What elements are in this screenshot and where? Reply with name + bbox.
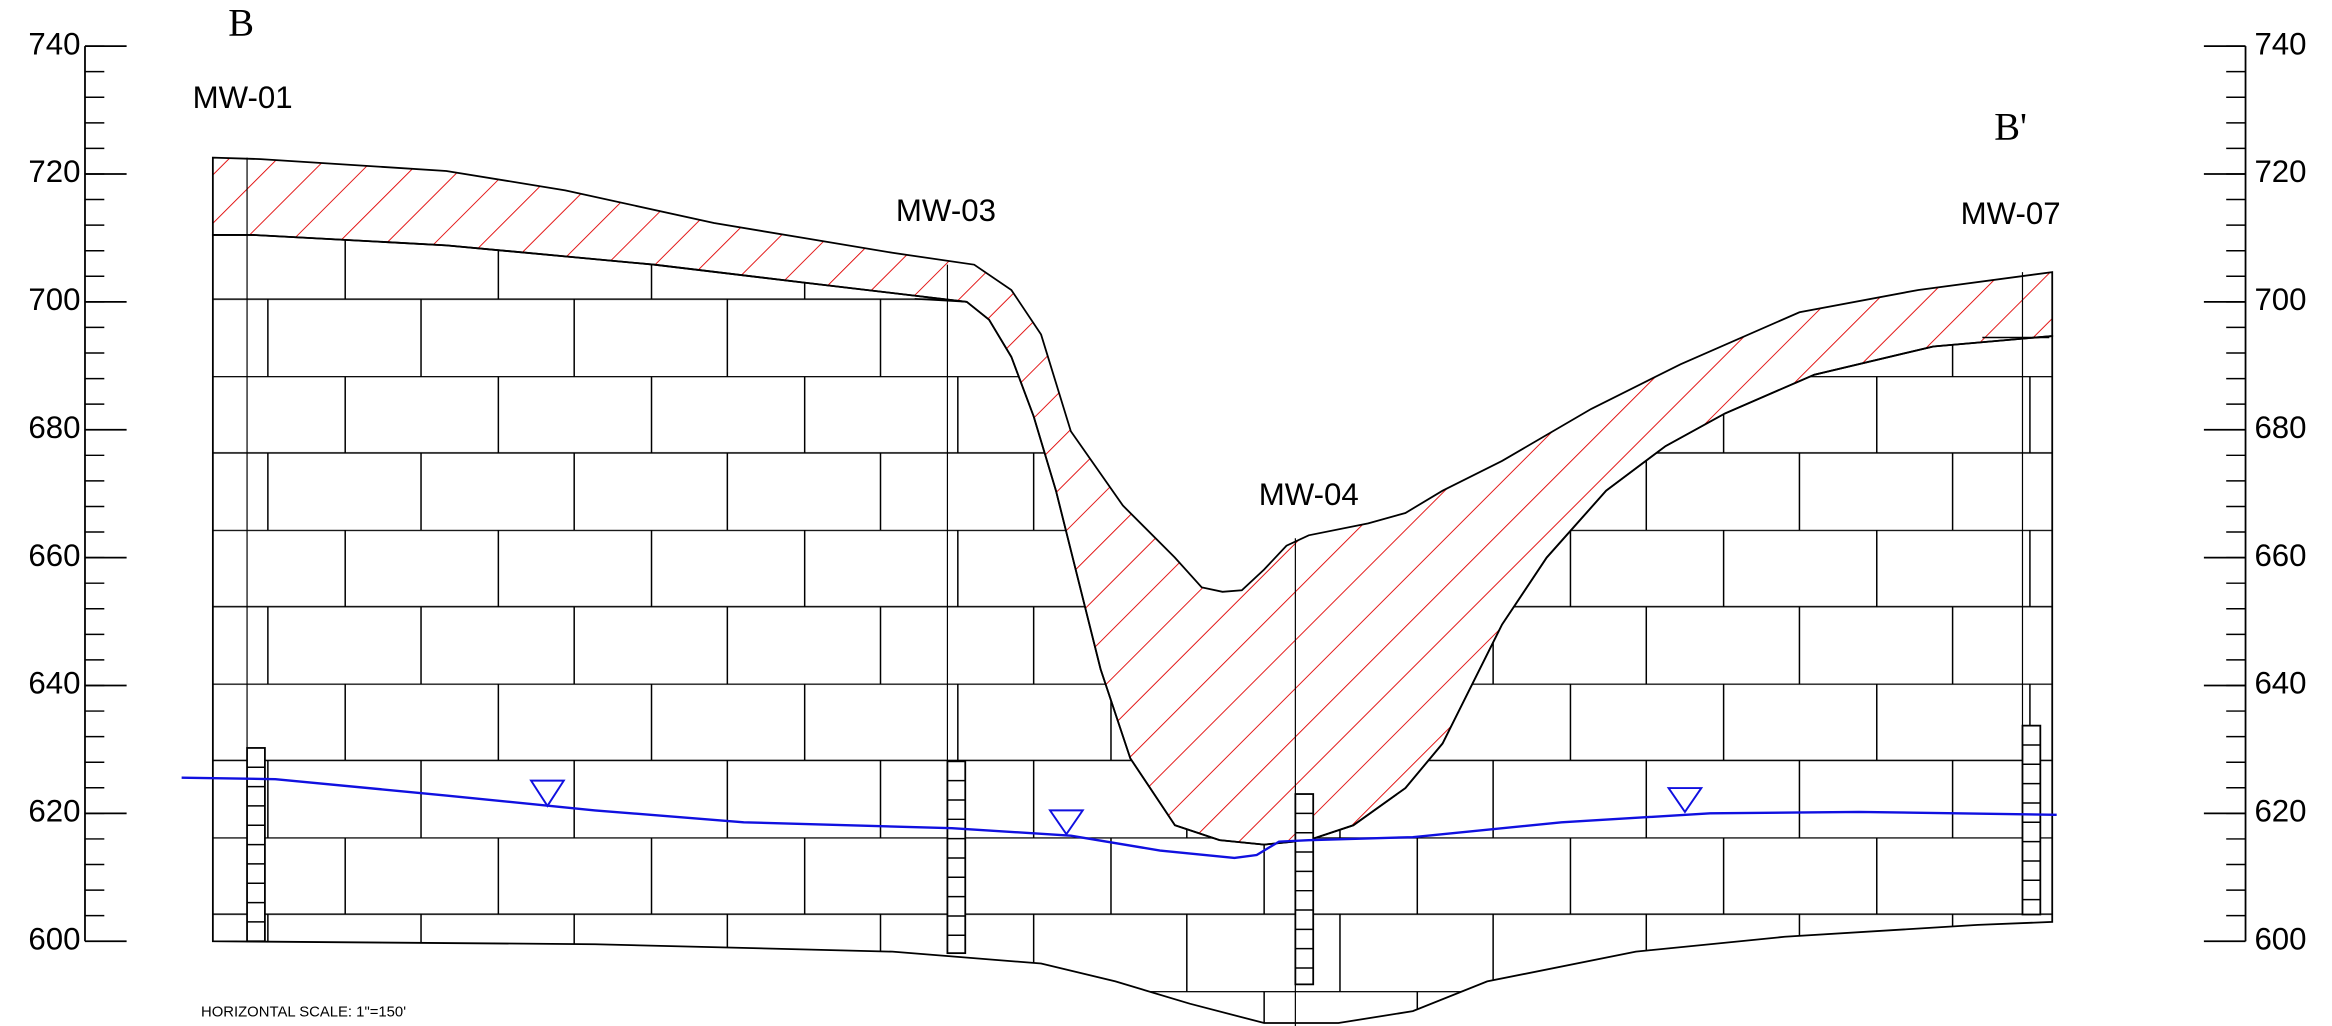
elevation-label: 600 [28, 921, 80, 956]
well-label: MW-01 [193, 80, 293, 115]
water-table [181, 776, 2057, 860]
well-cap [914, 298, 967, 303]
elevation-label: 740 [28, 26, 80, 61]
bedrock-limestone [211, 234, 2054, 1024]
elevation-label: 620 [2254, 794, 2306, 829]
well-label: MW-03 [896, 193, 996, 228]
well-screen [1294, 793, 1315, 986]
elevation-label: 660 [28, 538, 80, 573]
elevation-label: 660 [2254, 538, 2306, 573]
well-label: MW-07 [1961, 196, 2061, 231]
water-level-symbol [1048, 809, 1085, 836]
elevation-label: 680 [28, 410, 80, 445]
elevation-label: 740 [2254, 26, 2306, 61]
elevation-label: 680 [2254, 410, 2306, 445]
elevation-label: 720 [2254, 154, 2306, 189]
elevation-label: 640 [2254, 666, 2306, 701]
elevation-label: 600 [2254, 921, 2306, 956]
well-screen [2021, 724, 2042, 916]
elevation-label: 700 [28, 282, 80, 317]
section-start-label: B [228, 3, 254, 45]
wells [246, 157, 2050, 1026]
well-label: MW-04 [1259, 477, 1359, 512]
scale-note: HORIZONTAL SCALE: 1"=150' [201, 1005, 406, 1021]
water-level-symbol [1666, 787, 1704, 814]
axes [84, 45, 2247, 943]
water-level-symbol [529, 779, 566, 808]
elevation-label: 720 [28, 154, 80, 189]
elevation-label: 620 [28, 794, 80, 829]
elevation-label: 700 [2254, 282, 2306, 317]
elevation-label: 640 [28, 666, 80, 701]
section-end-label: B' [1994, 107, 2027, 149]
